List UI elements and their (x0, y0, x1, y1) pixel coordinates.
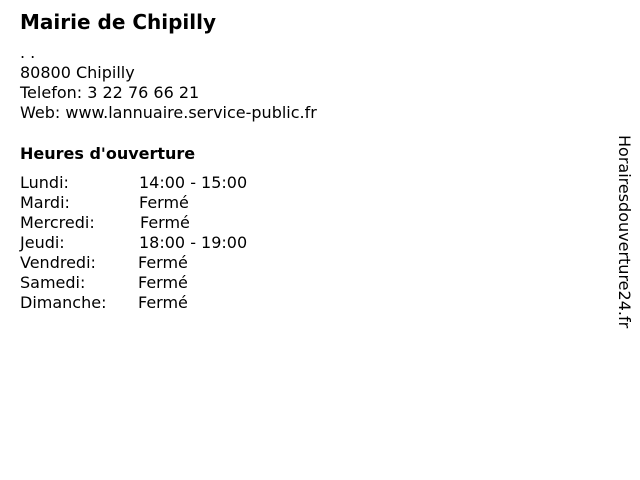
day-label: Dimanche: (20, 293, 107, 312)
address-block: . . 80800 Chipilly Telefon: 3 22 76 66 2… (20, 43, 317, 123)
day-label: Lundi: (20, 173, 69, 192)
page-title: Mairie de Chipilly (20, 10, 217, 34)
day-hours: Fermé (140, 213, 190, 232)
day-label: Jeudi: (20, 233, 65, 252)
watermark: Horairesdouverture24.fr (615, 135, 634, 329)
day-label: Mercredi: (20, 213, 95, 232)
phone: Telefon: 3 22 76 66 21 (20, 83, 200, 102)
day-hours: Fermé (138, 273, 188, 292)
website: Web: www.lannuaire.service-public.fr (20, 103, 317, 122)
day-label: Samedi: (20, 273, 86, 292)
hours-heading: Heures d'ouverture (20, 144, 196, 163)
day-hours: 14:00 - 15:00 (139, 173, 248, 192)
day-label: Vendredi: (20, 253, 96, 272)
day-label: Mardi: (20, 193, 70, 212)
day-hours: Fermé (138, 253, 188, 272)
day-hours: Fermé (138, 293, 188, 312)
city: 80800 Chipilly (20, 63, 135, 82)
day-hours: 18:00 - 19:00 (139, 233, 248, 252)
street: . . (20, 43, 36, 62)
day-hours: Fermé (139, 193, 189, 212)
